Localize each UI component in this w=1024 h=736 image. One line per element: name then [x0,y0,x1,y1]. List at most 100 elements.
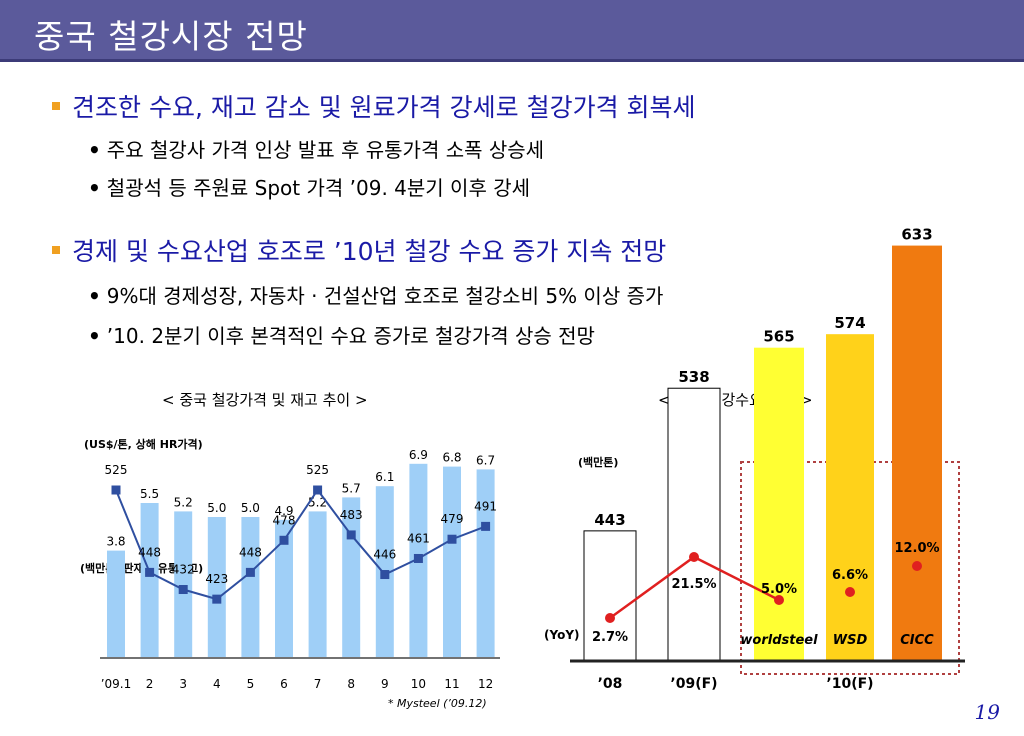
inventory-bar [275,519,293,657]
demand-unit-label: (백만톤) [578,456,619,469]
demand-data-label: 443 [594,511,625,529]
sub-bullet-text: 철광석 등 주원료 Spot 가격 ’09. 4분기 이후 강세 [106,176,531,200]
price-point [413,553,423,563]
demand-bar [826,334,874,660]
square-bullet-icon [52,246,60,254]
bullet-2: 경제 및 수요산업 호조로 ’10년 철강 수요 증가 지속 전망 [52,232,666,268]
inventory-data-label: 6.7 [476,453,495,467]
forecast-source-label: worldsteel [740,633,818,648]
price-point [346,530,356,540]
forecast-source-label: CICC [900,633,934,648]
sub-bullet-1-1: • 주요 철강사 가격 인상 발표 후 유통가격 소폭 상승세 [88,134,544,163]
price-point [245,567,255,577]
sub-bullet-text: 주요 철강사 가격 인상 발표 후 유통가격 소폭 상승세 [106,138,545,162]
yoy-label: (YoY) [544,628,580,642]
yoy-marker [912,561,922,571]
yoy-marker [605,613,615,623]
inventory-bar [207,517,226,657]
bullet-1: 견조한 수요, 재고 감소 및 원료가격 강세로 철강가격 회복세 [52,88,696,124]
sub-bullet-text: 9%대 경제성장, 자동차 · 건설산업 호조로 철강소비 5% 이상 증가 [106,284,664,308]
price-point [145,567,155,577]
price-point [111,485,121,495]
x-tick-label: ’09.1 [101,677,132,691]
x-tick-label: 5 [247,677,255,691]
sub-bullet-text: ’10. 2분기 이후 본격적인 수요 증가로 철강가격 상승 전망 [106,324,595,348]
sub-bullet-2-2: • ’10. 2분기 이후 본격적인 수요 증가로 철강가격 상승 전망 [88,320,595,349]
square-bullet-icon [52,102,60,110]
x-tick-label: 9 [381,677,389,691]
price-point [279,535,289,545]
page-title: 중국 철강시장 전망 [34,17,308,56]
price-data-label: 491 [474,499,497,513]
demand-data-label: 574 [834,314,865,332]
price-data-label: 448 [138,545,161,559]
demand-bar [892,245,942,660]
x-tick-label: ’10(F) [826,676,873,692]
x-tick-label: 2 [146,677,154,691]
price-data-label: 446 [373,548,396,562]
price-data-label: 448 [239,545,262,559]
inventory-data-label: 4.9 [274,504,293,518]
x-tick-label: 7 [314,677,322,691]
price-data-label: 478 [273,513,296,527]
forecast-source-label: WSD [833,633,868,648]
x-tick-label: 11 [444,677,459,691]
price-data-label: 483 [340,508,363,522]
x-tick-label: 12 [478,677,493,691]
x-tick-label: 10 [411,677,426,691]
bullet-2-text: 경제 및 수요산업 호조로 ’10년 철강 수요 증가 지속 전망 [72,237,667,266]
inventory-bar [241,517,260,657]
demand-bar [754,347,804,660]
x-tick-label: ’09(F) [670,676,717,692]
x-tick-label: ’08 [598,676,623,692]
yoy-data-label: 6.6% [832,568,868,583]
page-number: 19 [974,700,1000,724]
inventory-bar [107,550,125,657]
sub-bullet-1-2: • 철광석 등 주원료 Spot 가격 ’09. 4분기 이후 강세 [88,172,530,201]
inventory-bar [443,466,461,657]
demand-bar [667,387,721,661]
price-point [212,594,222,604]
inventory-data-label: 5.5 [140,487,159,501]
inventory-data-label: 6.1 [375,470,394,484]
inventory-bar [308,511,327,657]
x-tick-label: 3 [179,677,187,691]
demand-data-label: 538 [678,368,709,386]
dot-bullet-icon: • [88,176,101,200]
yoy-data-label: 12.0% [894,541,939,556]
price-data-label: 432 [172,563,195,577]
demand-data-label: 633 [901,226,932,244]
inventory-bar [476,469,495,657]
source-note: * Mysteel (’09.12) [388,697,487,710]
bullet-1-text: 견조한 수요, 재고 감소 및 원료가격 강세로 철강가격 회복세 [72,93,696,122]
x-tick-label: 4 [213,677,221,691]
price-data-label: 461 [407,531,430,545]
inventory-data-label: 6.8 [442,451,461,465]
yoy-marker [845,587,855,597]
inventory-data-label: 5.2 [174,495,193,509]
price-point [380,570,390,580]
dot-bullet-icon: • [88,284,101,308]
yoy-data-label: 21.5% [671,577,716,592]
bullet-section: 견조한 수요, 재고 감소 및 원료가격 강세로 철강가격 회복세 • 주요 철강… [0,0,1024,360]
dot-bullet-icon: • [88,324,101,348]
yoy-marker [689,552,699,562]
inventory-bars: 3.8’09.15.525.235.045.054.965.275.786.19… [101,448,495,691]
sub-bullet-2-1: • 9%대 경제성장, 자동차 · 건설산업 호조로 철강소비 5% 이상 증가 [88,280,663,309]
price-data-label: 479 [441,512,464,526]
yoy-data-label: 5.0% [761,582,797,597]
x-tick-label: 8 [347,677,355,691]
inventory-data-label: 5.0 [207,501,226,515]
dot-bullet-icon: • [88,138,101,162]
price-data-label: 525 [105,463,128,477]
inventory-data-label: 3.8 [106,535,125,549]
inventory-data-label: 6.9 [409,448,428,462]
yoy-data-label: 2.7% [592,630,628,645]
inventory-bar [174,511,193,657]
price-data-label: 525 [306,463,329,477]
left-chart-title: < 중국 철강가격 및 재고 추이 > [162,391,368,409]
inventory-data-label: 5.0 [241,501,260,515]
price-point [178,585,188,595]
